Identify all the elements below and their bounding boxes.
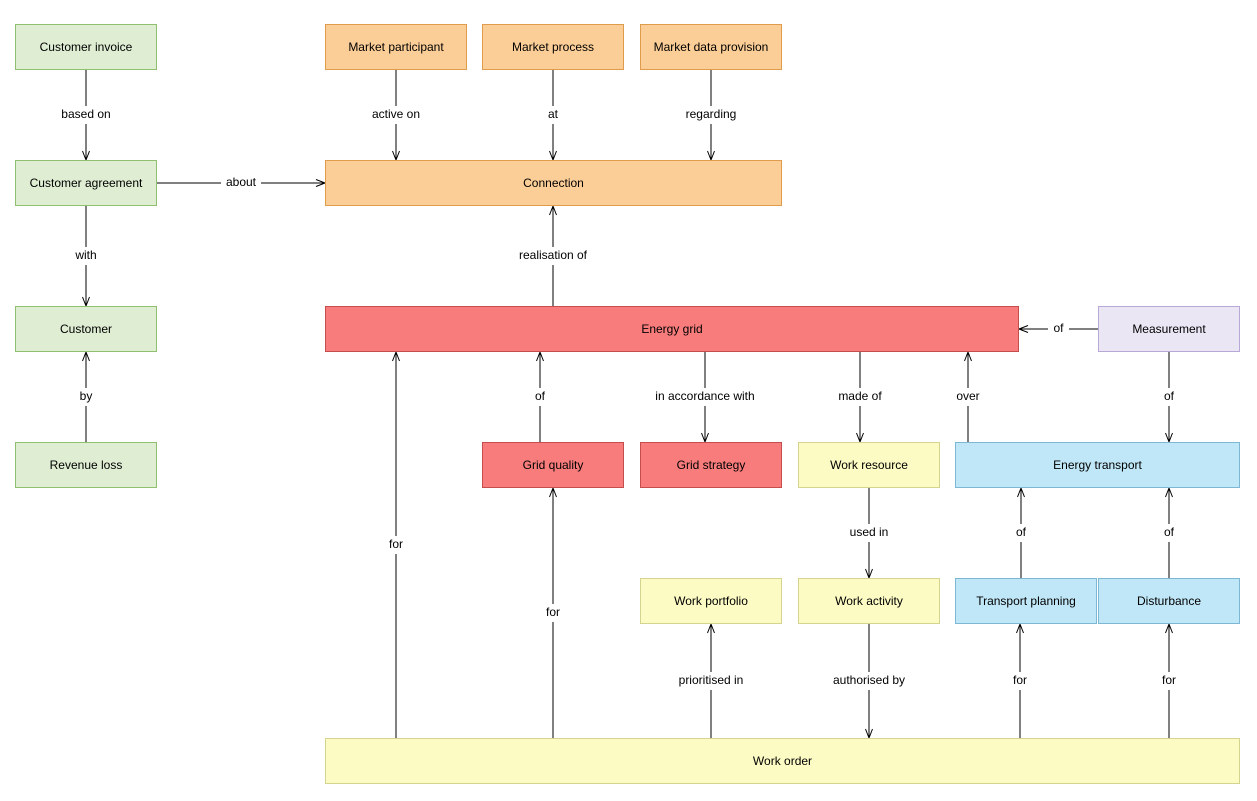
edge-label: of xyxy=(1016,525,1027,539)
edge-label: by xyxy=(80,389,93,403)
edge-label: at xyxy=(548,107,559,121)
edge-grid_quality-work_order: for xyxy=(539,488,566,738)
node-customer_agreement: Customer agreement xyxy=(15,160,157,206)
edge-energy_transport-transport_planning: of xyxy=(1011,488,1032,578)
edge-label: for xyxy=(389,537,403,551)
edge-label: regarding xyxy=(686,107,737,121)
edge-energy_grid-grid_quality: of xyxy=(530,352,551,442)
edge-label: of xyxy=(1053,321,1064,335)
node-work_resource: Work resource xyxy=(798,442,940,488)
edge-connection-energy_grid: realisation of xyxy=(504,206,602,306)
edge-label: for xyxy=(1013,673,1027,687)
node-revenue_loss: Revenue loss xyxy=(15,442,157,488)
node-disturbance: Disturbance xyxy=(1098,578,1240,624)
edge-label: in accordance with xyxy=(655,389,754,403)
edge-measurement-energy_transport: of xyxy=(1159,352,1180,442)
node-work_order: Work order xyxy=(325,738,1240,784)
node-market_process: Market process xyxy=(482,24,624,70)
edge-label: used in xyxy=(850,525,889,539)
edge-label: authorised by xyxy=(833,673,905,687)
node-grid_quality: Grid quality xyxy=(482,442,624,488)
edge-label: of xyxy=(535,389,546,403)
node-grid_strategy: Grid strategy xyxy=(640,442,782,488)
node-connection: Connection xyxy=(325,160,782,206)
edge-energy_transport-disturbance: of xyxy=(1159,488,1180,578)
edge-energy_grid-work_order: for xyxy=(382,352,409,738)
edge-customer-revenue_loss: by xyxy=(76,352,97,442)
edge-market_data-connection: regarding xyxy=(678,70,744,160)
edge-energy_grid-work_resource: made of xyxy=(834,352,887,442)
edge-label: of xyxy=(1164,525,1175,539)
edge-label: for xyxy=(546,605,560,619)
node-energy_grid: Energy grid xyxy=(325,306,1019,352)
edge-measurement-energy_grid: of xyxy=(1019,321,1098,337)
edge-label: prioritised in xyxy=(679,673,744,687)
edge-disturbance-work_order: for xyxy=(1155,624,1182,738)
node-transport_planning: Transport planning xyxy=(955,578,1097,624)
edge-label: made of xyxy=(838,389,882,403)
node-work_portfolio: Work portfolio xyxy=(640,578,782,624)
edge-label: realisation of xyxy=(519,248,588,262)
edge-market_process-connection: at xyxy=(543,70,564,160)
edge-label: of xyxy=(1164,389,1175,403)
edge-label: based on xyxy=(61,107,110,121)
node-measurement: Measurement xyxy=(1098,306,1240,352)
edge-energy_grid-grid_strategy: in accordance with xyxy=(643,352,766,442)
node-energy_transport: Energy transport xyxy=(955,442,1240,488)
edge-label: for xyxy=(1162,673,1176,687)
edge-layer: based on active on at regarding with about rea… xyxy=(0,0,1257,801)
edge-work_resource-work_activity: used in xyxy=(843,488,896,578)
edge-customer_agreement-connection: about xyxy=(157,175,325,191)
node-customer: Customer xyxy=(15,306,157,352)
edge-work_portfolio-work_order: prioritised in xyxy=(662,624,760,738)
edge-label: active on xyxy=(372,107,420,121)
edge-market_participant-connection: active on xyxy=(363,70,429,160)
node-market_participant: Market participant xyxy=(325,24,467,70)
edge-label: with xyxy=(74,248,96,262)
node-market_data: Market data provision xyxy=(640,24,782,70)
edge-energy_grid-energy_transport: over xyxy=(951,352,985,442)
node-work_activity: Work activity xyxy=(798,578,940,624)
edge-customer_agreement-customer: with xyxy=(69,206,103,306)
node-customer_invoice: Customer invoice xyxy=(15,24,157,70)
edge-label: about xyxy=(226,175,257,189)
diagram-canvas: based on active on at regarding with about rea… xyxy=(0,0,1257,801)
edge-work_activity-work_order: authorised by xyxy=(823,624,914,738)
edge-customer_invoice-customer_agreement: based on xyxy=(56,70,115,160)
edge-transport_planning-work_order: for xyxy=(1006,624,1033,738)
edge-label: over xyxy=(956,389,979,403)
